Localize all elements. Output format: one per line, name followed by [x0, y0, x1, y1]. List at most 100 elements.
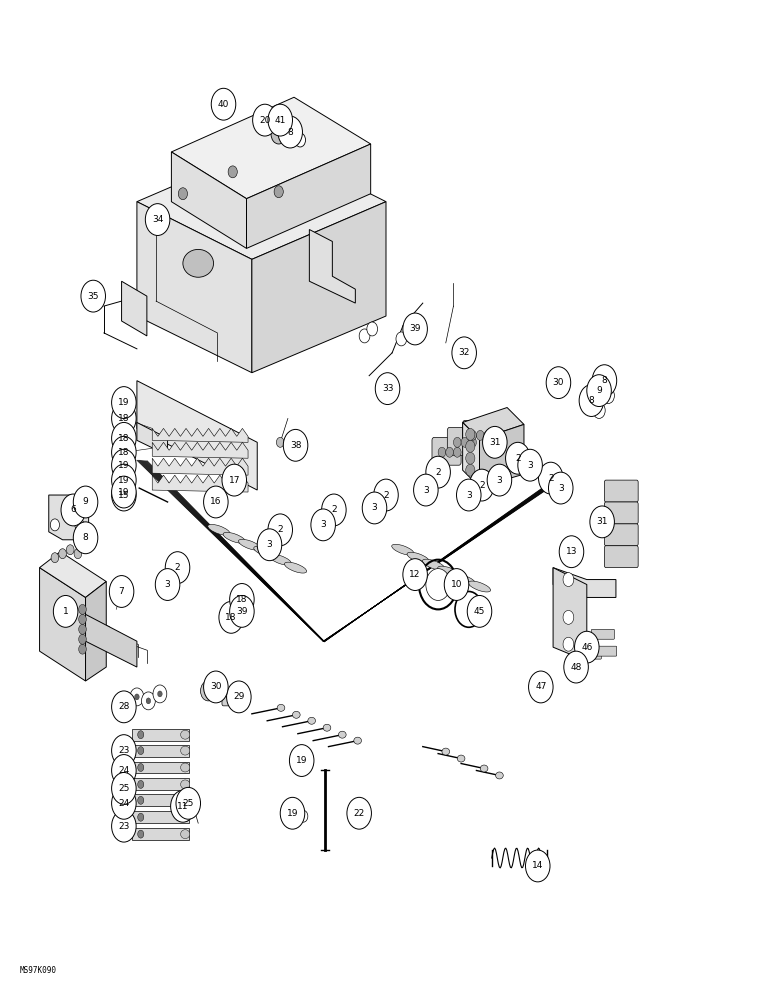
Circle shape: [469, 469, 494, 501]
Circle shape: [79, 604, 86, 614]
Polygon shape: [553, 568, 587, 661]
FancyBboxPatch shape: [604, 502, 638, 524]
Circle shape: [466, 452, 475, 464]
FancyBboxPatch shape: [591, 629, 615, 639]
Circle shape: [274, 186, 283, 198]
Ellipse shape: [223, 532, 245, 543]
Circle shape: [469, 430, 476, 440]
Circle shape: [396, 332, 407, 346]
Bar: [131, 745, 189, 757]
FancyBboxPatch shape: [604, 480, 638, 502]
Text: 24: 24: [118, 799, 130, 808]
Text: 45: 45: [474, 607, 485, 616]
Text: 2: 2: [174, 563, 181, 572]
Text: 3: 3: [423, 486, 428, 495]
Bar: [131, 778, 189, 790]
Circle shape: [283, 429, 308, 461]
Circle shape: [403, 313, 428, 345]
Text: 30: 30: [553, 378, 564, 387]
Ellipse shape: [208, 524, 230, 535]
Text: 34: 34: [152, 215, 164, 224]
Text: 19: 19: [118, 488, 130, 497]
Text: 20: 20: [259, 116, 271, 125]
Circle shape: [79, 624, 86, 634]
Ellipse shape: [354, 737, 361, 744]
Circle shape: [362, 492, 387, 524]
Circle shape: [456, 479, 481, 511]
Circle shape: [171, 790, 195, 822]
Text: 33: 33: [382, 384, 393, 393]
Text: 2: 2: [515, 454, 520, 463]
Circle shape: [299, 810, 308, 822]
Text: 15: 15: [118, 491, 130, 500]
Circle shape: [157, 691, 162, 697]
Text: 23: 23: [118, 746, 130, 755]
Text: 23: 23: [118, 822, 130, 831]
Circle shape: [452, 337, 476, 369]
Text: 2: 2: [383, 491, 389, 500]
Circle shape: [112, 464, 136, 496]
Ellipse shape: [284, 562, 306, 573]
Text: 48: 48: [571, 663, 582, 672]
Text: 2: 2: [331, 505, 337, 514]
Circle shape: [153, 685, 167, 703]
Circle shape: [137, 830, 144, 838]
FancyBboxPatch shape: [604, 546, 638, 568]
Text: 46: 46: [581, 643, 592, 652]
Circle shape: [602, 388, 615, 404]
Text: 3: 3: [496, 476, 503, 485]
Circle shape: [546, 367, 571, 399]
Polygon shape: [39, 568, 86, 681]
Polygon shape: [171, 152, 246, 248]
Circle shape: [204, 671, 228, 703]
Ellipse shape: [181, 830, 190, 839]
Polygon shape: [137, 381, 257, 490]
Circle shape: [137, 796, 144, 804]
Ellipse shape: [469, 581, 491, 592]
Ellipse shape: [442, 748, 449, 755]
Text: 19: 19: [286, 809, 298, 818]
FancyBboxPatch shape: [594, 646, 617, 656]
Polygon shape: [39, 552, 107, 597]
Circle shape: [453, 447, 461, 457]
Circle shape: [374, 479, 398, 511]
Circle shape: [426, 569, 450, 600]
Text: 13: 13: [566, 547, 577, 556]
Circle shape: [311, 509, 335, 541]
Text: 7: 7: [119, 587, 124, 596]
Circle shape: [229, 595, 254, 627]
Ellipse shape: [323, 724, 331, 731]
Circle shape: [278, 116, 303, 148]
Circle shape: [79, 614, 86, 624]
Text: 3: 3: [320, 520, 326, 529]
Circle shape: [130, 688, 144, 706]
Text: 17: 17: [229, 476, 240, 485]
Circle shape: [110, 576, 134, 607]
Text: 19: 19: [118, 461, 130, 470]
Circle shape: [112, 449, 136, 481]
Ellipse shape: [181, 746, 190, 755]
Circle shape: [112, 436, 136, 468]
Polygon shape: [137, 202, 252, 373]
Circle shape: [228, 166, 237, 178]
Circle shape: [564, 651, 588, 683]
Circle shape: [268, 514, 293, 546]
Circle shape: [375, 373, 400, 405]
Ellipse shape: [480, 765, 488, 772]
Text: 29: 29: [233, 692, 245, 701]
Circle shape: [526, 850, 550, 882]
Polygon shape: [86, 614, 137, 667]
FancyBboxPatch shape: [462, 420, 492, 448]
FancyBboxPatch shape: [578, 649, 601, 659]
Circle shape: [74, 549, 82, 559]
Circle shape: [426, 456, 450, 488]
Polygon shape: [152, 458, 248, 475]
Circle shape: [141, 692, 155, 710]
Circle shape: [81, 280, 106, 312]
Polygon shape: [49, 495, 89, 540]
Circle shape: [80, 501, 91, 515]
Circle shape: [79, 634, 86, 644]
Text: 24: 24: [118, 766, 130, 775]
Circle shape: [414, 474, 438, 506]
Circle shape: [559, 536, 584, 568]
